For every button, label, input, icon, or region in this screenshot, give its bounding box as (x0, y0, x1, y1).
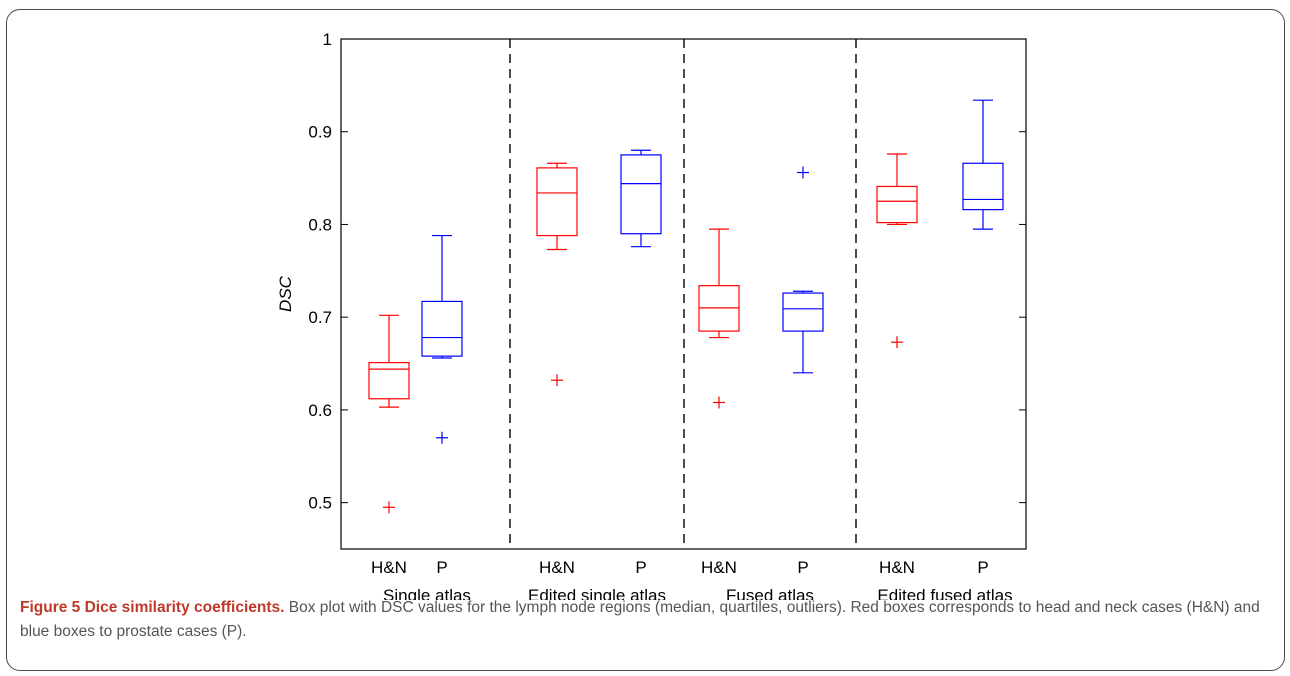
group-label: Edited single atlas (528, 586, 666, 600)
y-tick-label: 1 (323, 30, 332, 49)
box-iqr (536, 167, 578, 237)
group-separators (509, 39, 857, 549)
y-tick-label: 0.7 (308, 308, 332, 327)
y-tick-label: 0.5 (308, 494, 332, 513)
y-tick-label: 0.8 (308, 215, 332, 234)
x-tick-label: P (436, 558, 447, 577)
box-iqr (368, 362, 410, 400)
group-label: Edited fused atlas (877, 586, 1012, 600)
caption-title: Figure 5 Dice similarity coefficients. (20, 599, 285, 616)
y-tick-label: 0.9 (308, 123, 332, 142)
box-6 (876, 153, 918, 349)
x-tick-label: H&N (371, 558, 407, 577)
x-tick-label: H&N (701, 558, 737, 577)
box-iqr (421, 300, 463, 357)
box-plot-chart: 0.5 0.6 0.7 0.8 0.9 1 H&N P H&N P H&N P H&N P Single … (276, 30, 1027, 600)
box-iqr (962, 162, 1004, 211)
box-iqr (620, 154, 662, 235)
box-7 (962, 99, 1004, 230)
box-3 (620, 149, 662, 248)
y-axis: 0.5 0.6 0.7 0.8 0.9 1 (308, 30, 1026, 513)
box-1 (421, 234, 463, 444)
group-label: Single atlas (383, 586, 471, 600)
box-series (368, 99, 1004, 514)
group-label: Fused atlas (726, 586, 814, 600)
box-4 (698, 228, 740, 409)
box-5 (782, 166, 824, 374)
box-0 (368, 314, 410, 514)
box-2 (536, 162, 578, 387)
x-tick-label: P (635, 558, 646, 577)
x-tick-label: H&N (879, 558, 915, 577)
box-iqr (876, 185, 918, 224)
figure-panel (6, 9, 1285, 671)
figure-caption: Figure 5 Dice similarity coefficients. B… (20, 596, 1270, 644)
y-axis-title: DSC (276, 275, 295, 312)
x-tick-label: P (977, 558, 988, 577)
x-tick-label: H&N (539, 558, 575, 577)
caption-text: Box plot with DSC values for the lymph n… (20, 599, 1260, 640)
x-axis-labels: H&N P H&N P H&N P H&N P Single atlas Edited singl… (371, 558, 1013, 600)
box-iqr (782, 292, 824, 332)
y-tick-label: 0.6 (308, 401, 332, 420)
x-tick-label: P (797, 558, 808, 577)
